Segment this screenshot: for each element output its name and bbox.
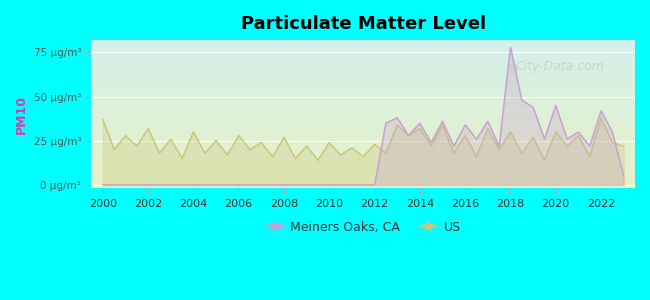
Text: ●: ● xyxy=(507,60,518,73)
Title: Particulate Matter Level: Particulate Matter Level xyxy=(240,15,486,33)
Legend: Meiners Oaks, CA, US: Meiners Oaks, CA, US xyxy=(261,216,466,238)
Y-axis label: PM10: PM10 xyxy=(15,95,28,134)
Text: City-Data.com: City-Data.com xyxy=(515,60,604,73)
